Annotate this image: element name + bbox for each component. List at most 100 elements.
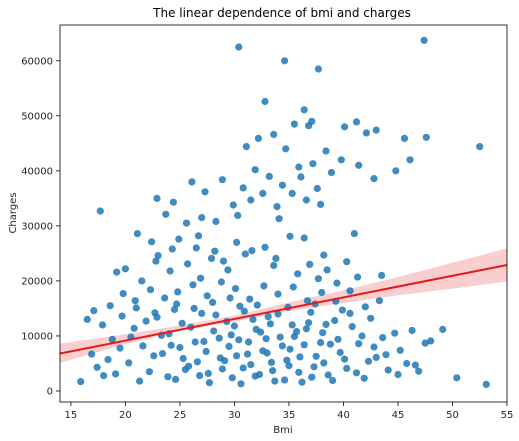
- data-point: [251, 372, 259, 380]
- data-point: [272, 254, 280, 262]
- data-point: [209, 298, 217, 306]
- data-point: [372, 126, 380, 134]
- data-point: [378, 271, 386, 279]
- data-point: [158, 350, 167, 358]
- data-point: [391, 329, 399, 337]
- x-axis-label: Bmi: [273, 425, 292, 436]
- data-point: [125, 359, 133, 367]
- data-point: [235, 336, 243, 344]
- data-point: [271, 377, 279, 385]
- data-point: [261, 97, 269, 106]
- data-point: [181, 365, 189, 374]
- y-tick-label: 10000: [21, 331, 53, 342]
- data-point: [396, 346, 404, 354]
- data-point: [415, 367, 423, 375]
- data-point: [119, 290, 127, 298]
- data-point: [358, 332, 366, 340]
- data-point: [240, 307, 248, 315]
- plot-area-frame: [59, 24, 508, 403]
- data-point: [196, 372, 204, 380]
- data-point: [370, 175, 378, 183]
- data-point: [350, 230, 358, 238]
- data-point: [348, 323, 356, 331]
- data-point: [322, 147, 330, 155]
- data-point: [372, 353, 380, 361]
- data-point: [305, 319, 313, 327]
- data-point: [303, 297, 312, 305]
- data-point: [191, 338, 199, 346]
- data-point: [262, 335, 270, 343]
- data-point: [298, 378, 306, 386]
- data-point: [296, 353, 304, 361]
- data-point: [146, 286, 155, 294]
- data-point: [116, 344, 124, 352]
- data-point: [324, 371, 332, 379]
- data-point: [337, 156, 345, 164]
- data-point: [233, 238, 241, 246]
- data-point: [295, 368, 303, 376]
- data-point: [169, 198, 177, 206]
- data-point: [112, 370, 120, 378]
- data-point: [136, 377, 144, 385]
- confidence-band: [60, 248, 507, 363]
- data-point: [234, 211, 242, 219]
- data-point: [166, 267, 174, 275]
- data-point: [408, 326, 416, 335]
- data-point: [286, 345, 294, 353]
- data-point: [361, 303, 369, 311]
- data-point: [370, 343, 378, 351]
- data-point: [164, 373, 172, 381]
- data-point: [323, 266, 331, 274]
- data-point: [326, 340, 334, 348]
- data-point: [289, 283, 297, 291]
- regression-line: [60, 263, 507, 355]
- x-tick-label: 15: [65, 410, 78, 421]
- data-point: [306, 260, 314, 268]
- data-point: [106, 302, 114, 310]
- data-point: [312, 352, 320, 360]
- data-point: [121, 265, 129, 273]
- data-point: [198, 214, 206, 222]
- data-point: [322, 320, 330, 328]
- data-point: [320, 359, 328, 367]
- data-point: [309, 160, 317, 168]
- data-point: [259, 189, 267, 197]
- data-point: [218, 176, 226, 184]
- data-point: [247, 361, 255, 369]
- data-point: [302, 325, 310, 333]
- data-point: [83, 315, 91, 323]
- data-point: [331, 316, 339, 325]
- regression-line-layer: [60, 263, 507, 355]
- data-point: [227, 331, 235, 339]
- data-point: [343, 364, 351, 372]
- data-point: [212, 217, 220, 226]
- data-point: [270, 130, 278, 139]
- data-point: [167, 341, 175, 349]
- data-point: [266, 320, 274, 328]
- chart-title: The linear dependence of bmi and charges: [152, 6, 411, 20]
- data-point: [118, 312, 126, 320]
- data-point: [90, 307, 98, 315]
- data-point: [260, 282, 268, 290]
- data-point: [153, 194, 161, 202]
- data-point: [406, 156, 414, 164]
- data-point: [132, 304, 140, 312]
- data-point: [346, 309, 354, 317]
- data-point: [453, 374, 461, 382]
- data-point: [188, 178, 196, 186]
- data-point: [150, 352, 158, 360]
- data-point: [192, 244, 200, 252]
- data-point: [152, 257, 160, 265]
- data-points-layer: [77, 36, 490, 388]
- data-point: [317, 200, 325, 208]
- x-tick-label: 40: [337, 410, 350, 421]
- data-point: [201, 188, 209, 196]
- data-point: [239, 184, 247, 192]
- data-point: [278, 342, 286, 350]
- data-point: [241, 250, 249, 258]
- data-point: [310, 363, 318, 371]
- data-point: [225, 342, 233, 350]
- data-point: [231, 285, 240, 293]
- data-point: [482, 380, 490, 388]
